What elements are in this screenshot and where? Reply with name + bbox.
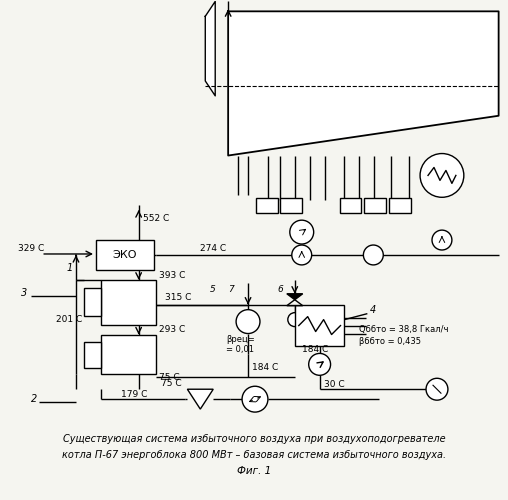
Text: Фиг. 1: Фиг. 1 [237, 466, 271, 476]
Circle shape [292, 245, 312, 265]
Text: 201 С: 201 С [56, 315, 82, 324]
Text: 75 С: 75 С [161, 379, 181, 388]
Text: 315 С: 315 С [166, 293, 192, 302]
Text: 2: 2 [31, 394, 38, 404]
Text: котла П-67 энергоблока 800 МВт – базовая система избыточного воздуха.: котла П-67 энергоблока 800 МВт – базовая… [62, 450, 446, 460]
Text: 393 С: 393 С [158, 272, 185, 280]
Polygon shape [187, 389, 213, 409]
Text: Qббто = 38,8 Гкал/ч: Qббто = 38,8 Гкал/ч [360, 325, 449, 334]
Text: 184 С: 184 С [252, 363, 278, 372]
Polygon shape [205, 2, 215, 96]
Circle shape [420, 154, 464, 198]
Circle shape [363, 245, 383, 265]
Circle shape [242, 386, 268, 412]
Circle shape [309, 354, 331, 376]
Bar [101, 280, 155, 324]
Text: 274 С: 274 С [200, 244, 227, 252]
Text: 1: 1 [66, 263, 72, 273]
Circle shape [426, 378, 448, 400]
Text: 4: 4 [369, 304, 375, 314]
Bar [339, 198, 361, 213]
Bar [84, 342, 101, 368]
Text: 7: 7 [228, 286, 234, 294]
Text: ЭКО: ЭКО [112, 250, 137, 260]
Text: 179 С: 179 С [121, 390, 147, 398]
Circle shape [288, 312, 302, 326]
Text: 5: 5 [210, 286, 216, 294]
Text: βббто = 0,435: βббто = 0,435 [360, 337, 422, 346]
Text: 3: 3 [21, 288, 27, 298]
Text: Существующая система избыточного воздуха при воздухоподогревателе: Существующая система избыточного воздуха… [62, 434, 446, 444]
Text: 552 С: 552 С [143, 214, 169, 222]
Bar [389, 198, 411, 213]
Bar [101, 334, 155, 374]
Text: 184 С: 184 С [302, 345, 328, 354]
Text: 75 С: 75 С [158, 373, 179, 382]
Circle shape [290, 220, 313, 244]
Polygon shape [287, 294, 303, 300]
Text: 30 С: 30 С [324, 380, 344, 389]
Bar [364, 198, 386, 213]
Circle shape [432, 230, 452, 250]
Text: 6: 6 [278, 286, 283, 294]
Bar [96, 240, 153, 270]
Text: 329 С: 329 С [18, 244, 45, 252]
Bar [295, 304, 344, 346]
Polygon shape [228, 12, 499, 156]
Circle shape [236, 310, 260, 334]
Bar [280, 198, 302, 213]
Text: βрец=
= 0,01: βрец= = 0,01 [226, 334, 255, 354]
Bar [84, 288, 101, 316]
Bar [256, 198, 278, 213]
Text: 293 С: 293 С [158, 325, 185, 334]
